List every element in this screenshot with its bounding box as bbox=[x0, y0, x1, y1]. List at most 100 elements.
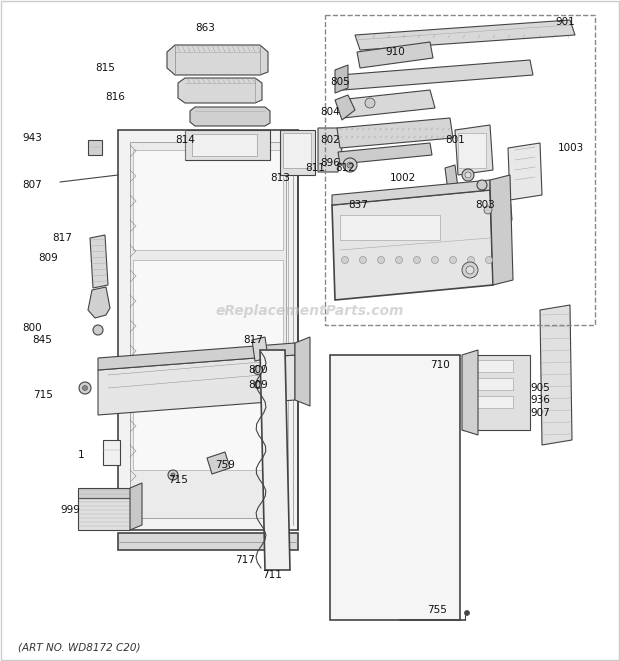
Polygon shape bbox=[130, 483, 142, 530]
Text: 805: 805 bbox=[330, 77, 350, 87]
Bar bbox=[468, 396, 513, 408]
Text: (ART NO. WD8172 C20): (ART NO. WD8172 C20) bbox=[18, 643, 141, 653]
Circle shape bbox=[378, 256, 384, 264]
Polygon shape bbox=[98, 355, 295, 415]
Circle shape bbox=[342, 256, 348, 264]
Text: 815: 815 bbox=[95, 63, 115, 73]
Polygon shape bbox=[335, 65, 348, 93]
Circle shape bbox=[450, 256, 456, 264]
Bar bbox=[340, 215, 440, 240]
Text: 807: 807 bbox=[22, 180, 42, 190]
Circle shape bbox=[462, 169, 474, 181]
Circle shape bbox=[360, 256, 366, 264]
Text: 1: 1 bbox=[78, 450, 84, 460]
Text: 804: 804 bbox=[320, 107, 340, 117]
Polygon shape bbox=[178, 78, 262, 103]
Polygon shape bbox=[338, 90, 435, 118]
Polygon shape bbox=[207, 452, 230, 474]
Text: 715: 715 bbox=[33, 390, 53, 400]
Polygon shape bbox=[103, 440, 120, 465]
Polygon shape bbox=[355, 20, 575, 50]
Circle shape bbox=[93, 325, 103, 335]
Bar bbox=[283, 133, 311, 168]
Text: 811: 811 bbox=[305, 163, 325, 173]
Text: 759: 759 bbox=[215, 460, 235, 470]
Text: 901: 901 bbox=[555, 17, 575, 27]
Polygon shape bbox=[318, 128, 342, 172]
Polygon shape bbox=[78, 498, 130, 530]
Text: 803: 803 bbox=[475, 200, 495, 210]
Bar bbox=[468, 378, 513, 390]
Text: 710: 710 bbox=[430, 360, 450, 370]
Text: 717: 717 bbox=[235, 555, 255, 565]
Polygon shape bbox=[167, 45, 268, 75]
Text: 715: 715 bbox=[168, 475, 188, 485]
Text: 800: 800 bbox=[248, 365, 268, 375]
Circle shape bbox=[396, 256, 402, 264]
Polygon shape bbox=[475, 195, 512, 225]
Bar bbox=[325, 15, 595, 325]
Text: 1003: 1003 bbox=[558, 143, 584, 153]
Polygon shape bbox=[338, 143, 432, 164]
Bar bbox=[468, 360, 513, 372]
Text: eReplacementParts.com: eReplacementParts.com bbox=[216, 303, 404, 318]
Text: 905: 905 bbox=[530, 383, 550, 393]
Circle shape bbox=[485, 256, 492, 264]
Text: 817: 817 bbox=[243, 335, 263, 345]
Polygon shape bbox=[185, 130, 270, 160]
Polygon shape bbox=[280, 130, 315, 175]
Polygon shape bbox=[130, 142, 286, 518]
Polygon shape bbox=[455, 125, 493, 175]
Circle shape bbox=[414, 256, 420, 264]
Polygon shape bbox=[335, 95, 355, 120]
Polygon shape bbox=[78, 488, 130, 498]
Text: 907: 907 bbox=[530, 408, 550, 418]
Circle shape bbox=[82, 385, 87, 391]
Polygon shape bbox=[88, 287, 110, 318]
Text: 800: 800 bbox=[22, 323, 42, 333]
Text: 845: 845 bbox=[32, 335, 52, 345]
Text: 813: 813 bbox=[270, 173, 290, 183]
Polygon shape bbox=[462, 350, 478, 435]
Polygon shape bbox=[295, 337, 310, 406]
Circle shape bbox=[477, 180, 487, 190]
Text: 817: 817 bbox=[52, 233, 72, 243]
Bar bbox=[458, 133, 486, 168]
Polygon shape bbox=[118, 130, 298, 530]
Polygon shape bbox=[90, 235, 108, 288]
Circle shape bbox=[79, 382, 91, 394]
Text: 802: 802 bbox=[320, 135, 340, 145]
Polygon shape bbox=[340, 60, 533, 90]
Circle shape bbox=[171, 473, 175, 477]
Circle shape bbox=[347, 162, 353, 168]
Text: 812: 812 bbox=[335, 163, 355, 173]
Circle shape bbox=[462, 262, 478, 278]
Text: 809: 809 bbox=[248, 380, 268, 390]
Polygon shape bbox=[190, 107, 270, 126]
Bar bbox=[133, 260, 283, 360]
Bar bbox=[192, 134, 257, 156]
Text: 896: 896 bbox=[320, 158, 340, 168]
Text: 801: 801 bbox=[445, 135, 465, 145]
Circle shape bbox=[432, 256, 438, 264]
Polygon shape bbox=[330, 355, 460, 620]
Circle shape bbox=[168, 470, 178, 480]
Text: 943: 943 bbox=[22, 133, 42, 143]
Bar bbox=[133, 150, 283, 250]
Circle shape bbox=[464, 611, 469, 615]
Polygon shape bbox=[490, 175, 513, 285]
Text: 999: 999 bbox=[60, 505, 80, 515]
Polygon shape bbox=[540, 305, 572, 445]
Polygon shape bbox=[332, 180, 490, 205]
Polygon shape bbox=[337, 118, 453, 148]
Text: 1002: 1002 bbox=[390, 173, 416, 183]
Polygon shape bbox=[508, 143, 542, 200]
Text: 910: 910 bbox=[385, 47, 405, 57]
Circle shape bbox=[254, 381, 262, 389]
Polygon shape bbox=[252, 337, 268, 361]
Polygon shape bbox=[445, 165, 458, 191]
Polygon shape bbox=[98, 343, 295, 370]
Text: 837: 837 bbox=[348, 200, 368, 210]
Circle shape bbox=[365, 98, 375, 108]
Polygon shape bbox=[118, 533, 298, 550]
